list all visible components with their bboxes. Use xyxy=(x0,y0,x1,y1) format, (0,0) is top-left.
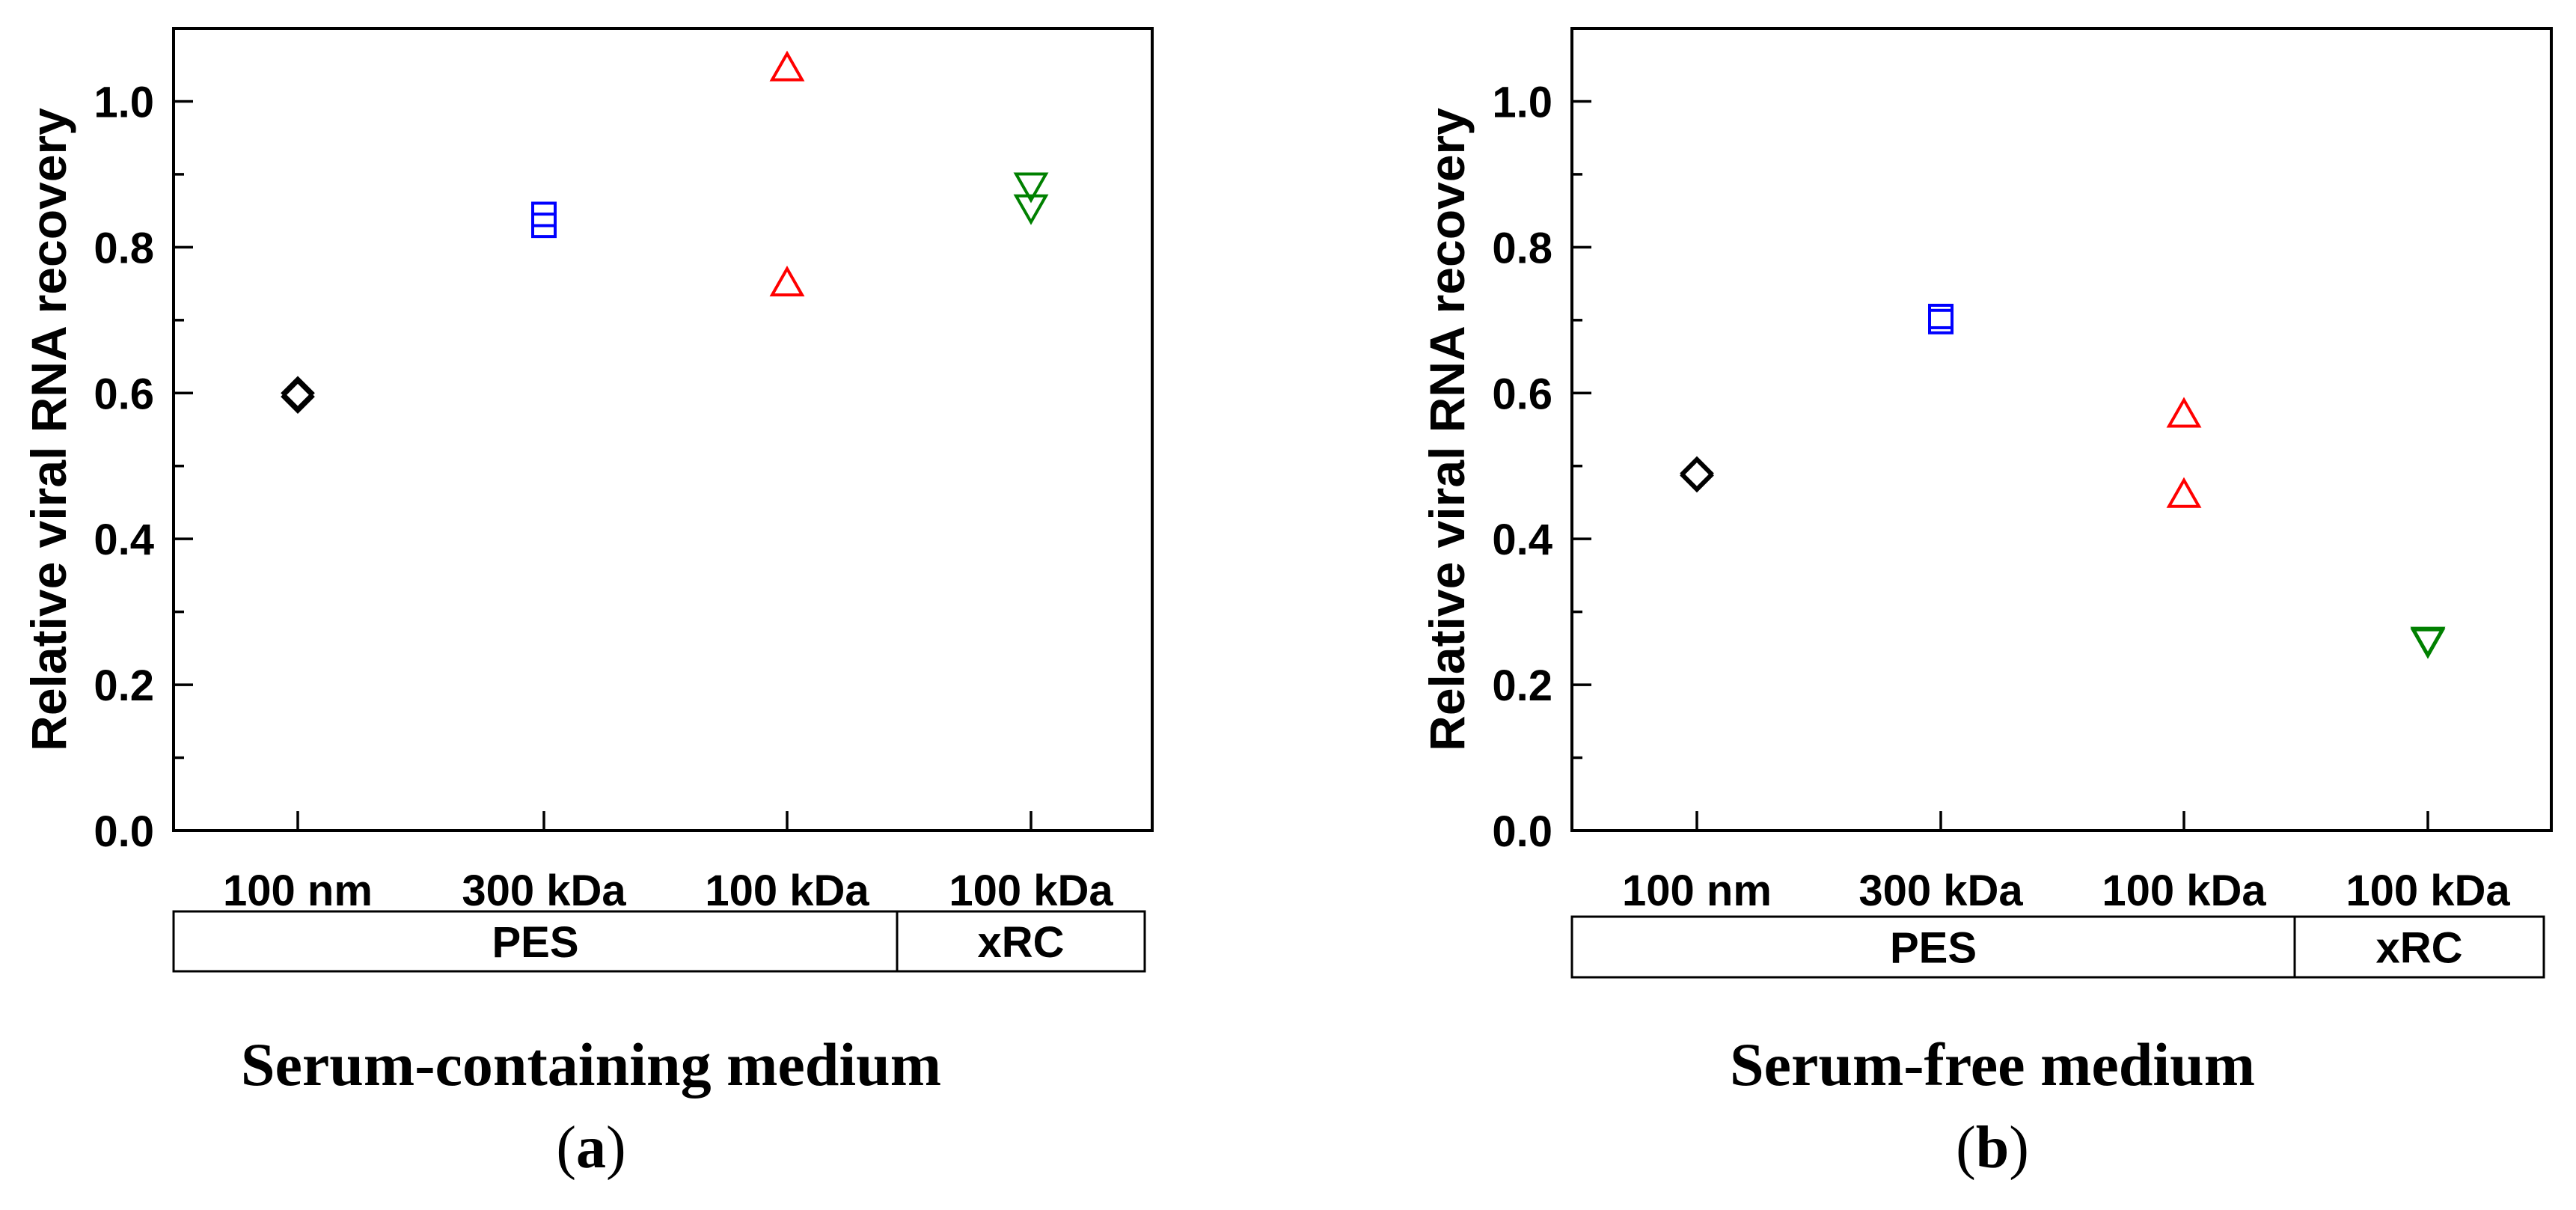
y-tick-label: 0.4 xyxy=(94,516,154,564)
triangle-down-marker xyxy=(2410,626,2446,658)
triangle-up-marker xyxy=(2166,397,2202,428)
diamond-marker xyxy=(1680,456,1714,491)
square-marker xyxy=(531,213,557,239)
triangle-up-marker xyxy=(769,50,805,82)
x-tick-label: 100 kDa xyxy=(949,867,1113,915)
y-tick-label: 1.0 xyxy=(1492,78,1552,126)
x-tick-label: 100 kDa xyxy=(2102,867,2266,915)
panel-caption: Serum-free medium xyxy=(1730,1030,2255,1099)
panel-label-letter: b xyxy=(1976,1115,2010,1181)
panel-caption: Serum-containing medium xyxy=(241,1030,941,1099)
diamond-marker xyxy=(281,376,315,411)
panel-label-open: ( xyxy=(1956,1115,1976,1181)
group-label: xRC xyxy=(977,918,1064,967)
plot-frame xyxy=(1570,27,2553,832)
group-box xyxy=(2293,915,2545,979)
panel-b: 0.0 0.2 0.4 0.6 0.8 1.0 Relative viral RNA rec… xyxy=(1419,27,2553,1181)
group-label: xRC xyxy=(2375,924,2462,973)
triangle-up-marker xyxy=(2166,477,2202,508)
triangle-down-marker xyxy=(1013,194,1049,225)
panel-label-close: ) xyxy=(2009,1115,2029,1181)
y-tick-label: 0.2 xyxy=(94,661,154,710)
group-box xyxy=(896,910,1146,973)
x-tick-label: 100 nm xyxy=(1622,867,1772,915)
x-tick-label: 300 kDa xyxy=(1858,867,2023,915)
y-tick-label: 0.2 xyxy=(1492,661,1552,710)
y-axis-title: Relative viral RNA recovery xyxy=(21,108,76,751)
diamond-marker xyxy=(281,379,315,414)
triangle-down-marker xyxy=(1013,172,1049,204)
y-tick-label: 0.0 xyxy=(94,807,154,856)
panel-label: (b) xyxy=(1956,1115,2029,1181)
y-tick-label: 1.0 xyxy=(94,78,154,126)
triangle-up-marker xyxy=(769,266,805,297)
y-tick-label: 0.4 xyxy=(1492,516,1552,564)
square-marker xyxy=(1928,303,1954,329)
panel-label-letter: a xyxy=(576,1115,606,1181)
x-tick-label: 100 kDa xyxy=(2346,867,2510,915)
x-tick-label: 300 kDa xyxy=(462,867,626,915)
panel-label: (a) xyxy=(556,1115,625,1181)
panel-label-close: ) xyxy=(606,1115,626,1181)
group-label: PES xyxy=(1890,924,1977,973)
panel-label-open: ( xyxy=(556,1115,576,1181)
y-tick-label: 0.8 xyxy=(94,224,154,272)
group-label: PES xyxy=(492,918,578,967)
y-tick-label: 0.6 xyxy=(94,370,154,418)
y-tick-label: 0.0 xyxy=(1492,807,1552,856)
x-tick-label: 100 nm xyxy=(223,867,373,915)
y-axis-title: Relative viral RNA recovery xyxy=(1419,108,1475,751)
y-tick-label: 0.6 xyxy=(1492,370,1552,418)
x-tick-label: 100 kDa xyxy=(705,867,869,915)
plot-frame xyxy=(172,27,1154,832)
diamond-marker xyxy=(1680,458,1714,493)
panel-a: 0.0 0.2 0.4 0.6 0.8 1.0 Relative viral RNA rec… xyxy=(21,27,1154,1181)
y-tick-label: 0.8 xyxy=(1492,224,1552,272)
square-marker xyxy=(1928,308,1954,334)
